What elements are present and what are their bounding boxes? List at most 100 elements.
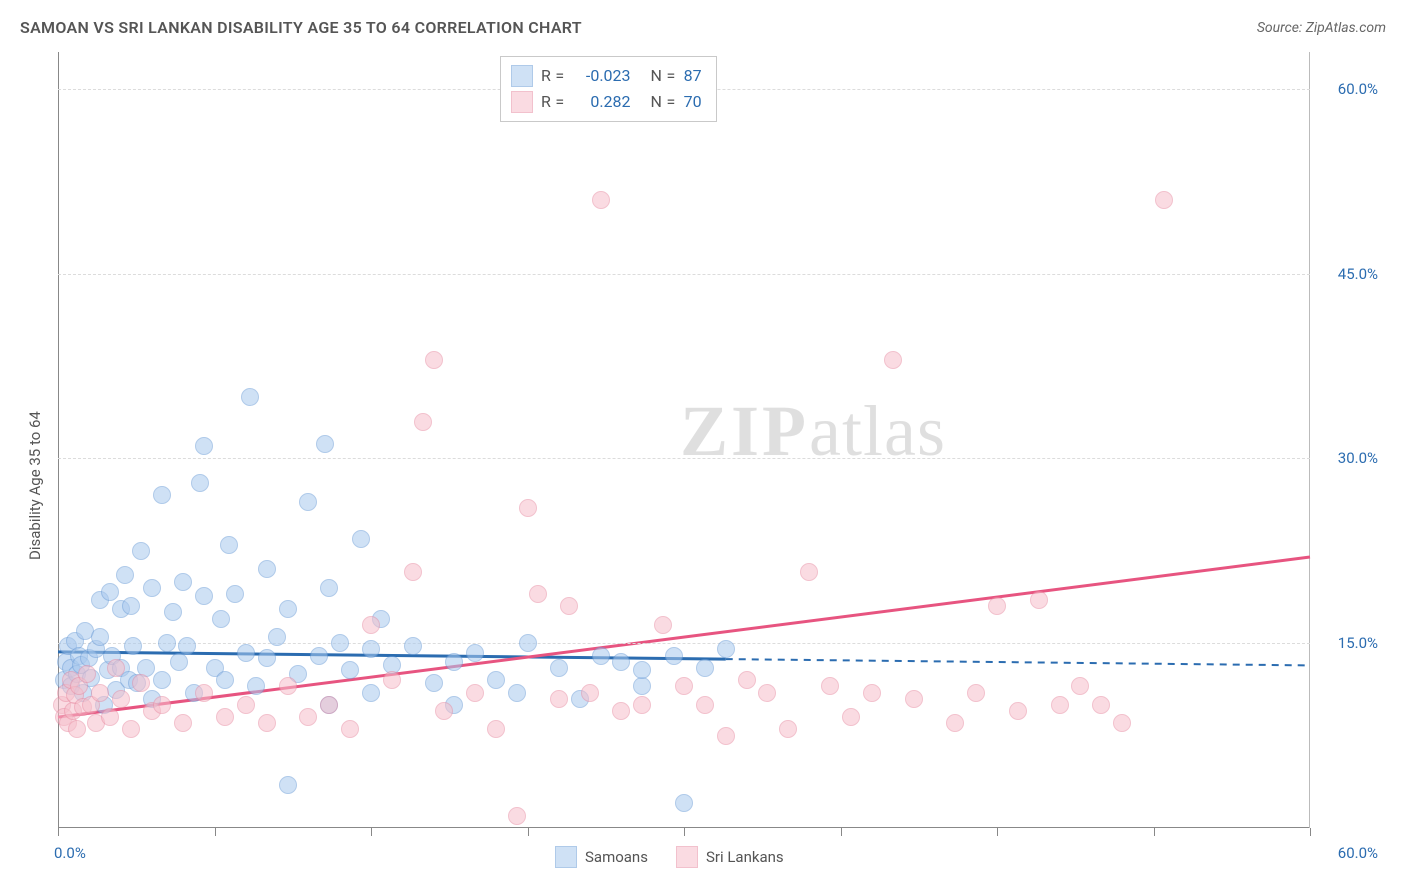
scatter-point: [414, 413, 432, 431]
legend-n-label: N =: [651, 89, 676, 115]
scatter-point: [779, 720, 797, 738]
scatter-point: [170, 653, 188, 671]
scatter-point: [299, 708, 317, 726]
scatter-point: [675, 677, 693, 695]
x-tick: [1310, 828, 1311, 836]
scatter-point: [905, 690, 923, 708]
scatter-point: [195, 587, 213, 605]
scatter-point: [362, 684, 380, 702]
scatter-point: [758, 684, 776, 702]
scatter-point: [153, 671, 171, 689]
x-tick: [371, 828, 372, 836]
scatter-point: [821, 677, 839, 695]
scatter-point: [122, 597, 140, 615]
scatter-point: [310, 647, 328, 665]
scatter-point: [331, 634, 349, 652]
scatter-point: [320, 696, 338, 714]
scatter-point: [383, 671, 401, 689]
scatter-point: [258, 649, 276, 667]
title-bar: SAMOAN VS SRI LANKAN DISABILITY AGE 35 T…: [20, 18, 1386, 37]
series-name: Samoans: [585, 848, 648, 866]
legend-n-label: N =: [651, 63, 676, 89]
plot-area: 15.0%30.0%45.0%60.0%0.0%60.0%: [58, 52, 1310, 828]
scatter-point: [581, 684, 599, 702]
scatter-point: [717, 727, 735, 745]
scatter-point: [153, 696, 171, 714]
scatter-point: [519, 499, 537, 517]
scatter-point: [178, 637, 196, 655]
y-tick-label: 30.0%: [1318, 449, 1378, 467]
series-legend: SamoansSri Lankans: [555, 846, 784, 868]
scatter-point: [487, 671, 505, 689]
scatter-point: [633, 677, 651, 695]
scatter-point: [341, 720, 359, 738]
scatter-point: [633, 696, 651, 714]
scatter-point: [988, 597, 1006, 615]
scatter-point: [665, 647, 683, 665]
scatter-point: [241, 388, 259, 406]
scatter-point: [258, 714, 276, 732]
x-tick: [58, 828, 59, 836]
legend-row: R =-0.023N = 87: [511, 63, 702, 89]
scatter-point: [404, 563, 422, 581]
scatter-point: [107, 659, 125, 677]
scatter-point: [132, 674, 150, 692]
scatter-point: [404, 637, 422, 655]
scatter-point: [132, 542, 150, 560]
scatter-point: [654, 616, 672, 634]
scatter-point: [550, 659, 568, 677]
scatter-point: [1051, 696, 1069, 714]
source-label: Source: ZipAtlas.com: [1257, 20, 1386, 36]
gridline: [58, 458, 1310, 459]
scatter-point: [1155, 191, 1173, 209]
scatter-point: [519, 634, 537, 652]
legend-r-value: 0.282: [573, 89, 631, 115]
scatter-point: [508, 807, 526, 825]
legend-n-value: 87: [684, 63, 702, 89]
x-tick: [841, 828, 842, 836]
scatter-point: [143, 579, 161, 597]
scatter-point: [91, 628, 109, 646]
scatter-point: [696, 696, 714, 714]
scatter-point: [247, 677, 265, 695]
x-tick-label: 60.0%: [1318, 844, 1378, 862]
scatter-point: [164, 603, 182, 621]
scatter-point: [863, 684, 881, 702]
x-tick-label: 0.0%: [54, 844, 86, 862]
legend-r-value: -0.023: [573, 63, 631, 89]
scatter-point: [195, 437, 213, 455]
scatter-point: [101, 708, 119, 726]
scatter-point: [78, 665, 96, 683]
scatter-point: [352, 530, 370, 548]
scatter-point: [1113, 714, 1131, 732]
right-axis-line: [1309, 52, 1310, 828]
scatter-point: [466, 684, 484, 702]
scatter-point: [1092, 696, 1110, 714]
scatter-point: [592, 647, 610, 665]
scatter-point: [696, 659, 714, 677]
scatter-point: [279, 776, 297, 794]
scatter-point: [341, 661, 359, 679]
legend-swatch: [511, 91, 533, 113]
scatter-point: [124, 637, 142, 655]
x-tick: [684, 828, 685, 836]
scatter-point: [425, 351, 443, 369]
scatter-point: [112, 690, 130, 708]
correlation-legend: R =-0.023N = 87R =0.282N = 70: [500, 56, 717, 122]
scatter-point: [258, 560, 276, 578]
scatter-point: [884, 351, 902, 369]
scatter-point: [560, 597, 578, 615]
y-tick-label: 45.0%: [1318, 265, 1378, 283]
x-tick: [997, 828, 998, 836]
x-tick: [215, 828, 216, 836]
scatter-point: [174, 573, 192, 591]
y-axis-label: Disability Age 35 to 64: [26, 411, 44, 560]
scatter-point: [158, 634, 176, 652]
scatter-point: [116, 566, 134, 584]
scatter-point: [425, 674, 443, 692]
legend-swatch: [511, 65, 533, 87]
scatter-point: [842, 708, 860, 726]
scatter-point: [1030, 591, 1048, 609]
scatter-point: [487, 720, 505, 738]
scatter-point: [316, 435, 334, 453]
